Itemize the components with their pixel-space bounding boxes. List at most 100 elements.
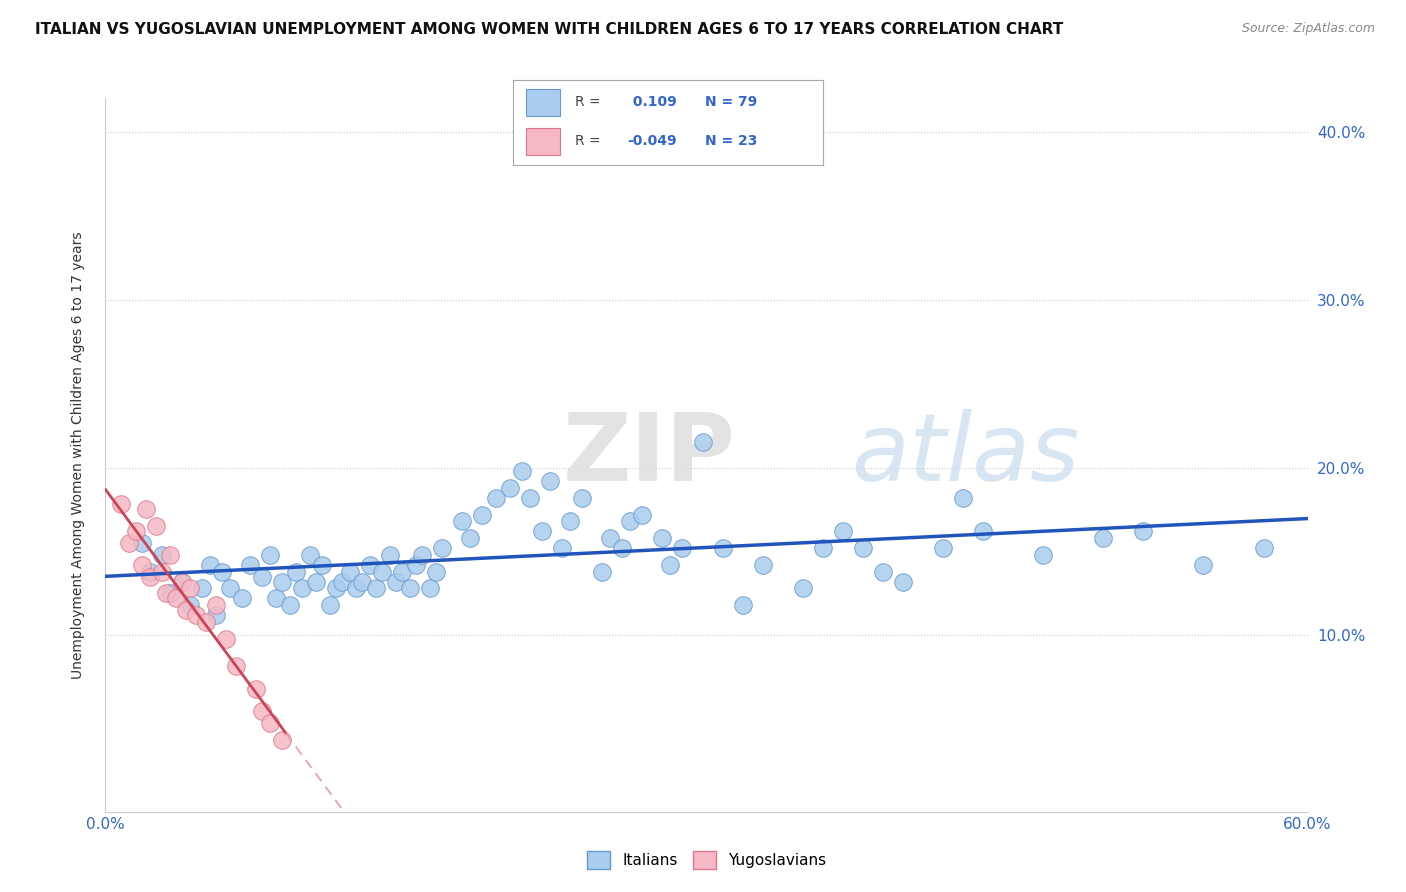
Point (131, 536, 153, 550)
Point (451, 514, 474, 528)
Point (458, 531, 481, 545)
Point (155, 586, 177, 600)
Point (405, 558, 427, 572)
Point (138, 565, 160, 579)
Point (150, 548, 173, 562)
Point (385, 574, 408, 589)
Point (952, 491, 974, 505)
Point (852, 541, 875, 555)
Point (831, 524, 853, 539)
Legend: Italians, Yugoslavians: Italians, Yugoslavians (581, 845, 832, 875)
Point (278, 598, 301, 612)
Point (179, 598, 201, 612)
Point (159, 548, 181, 562)
Point (1132, 524, 1154, 539)
Point (218, 582, 240, 596)
Point (651, 531, 673, 545)
Point (499, 481, 522, 495)
Text: atlas: atlas (851, 409, 1078, 500)
Point (159, 586, 181, 600)
Point (284, 565, 307, 579)
Point (1253, 541, 1275, 555)
Point (591, 565, 613, 579)
Point (245, 682, 267, 697)
Point (204, 598, 226, 612)
Point (211, 565, 233, 579)
Point (399, 582, 422, 596)
Point (359, 558, 381, 572)
Point (1092, 531, 1115, 545)
Point (339, 565, 361, 579)
Point (330, 574, 353, 589)
Point (190, 582, 212, 596)
Text: N = 79: N = 79 (704, 95, 758, 110)
Point (891, 574, 914, 589)
Point (259, 715, 281, 730)
Point (659, 558, 682, 572)
Point (225, 658, 247, 673)
Point (150, 565, 173, 579)
Point (538, 474, 561, 488)
Point (170, 574, 193, 589)
Point (165, 591, 187, 606)
Point (425, 565, 447, 579)
Point (179, 582, 201, 596)
Point (612, 541, 634, 555)
Point (571, 491, 593, 505)
Point (138, 569, 160, 583)
Point (419, 582, 441, 596)
Point (110, 498, 132, 512)
Point (872, 565, 894, 579)
Point (270, 732, 292, 747)
Point (198, 558, 221, 572)
Point (264, 591, 287, 606)
Point (231, 591, 253, 606)
Text: R =: R = (575, 95, 600, 110)
Point (378, 548, 401, 562)
Point (599, 531, 621, 545)
Point (124, 524, 146, 539)
Point (325, 582, 347, 596)
Point (811, 541, 834, 555)
Point (411, 548, 433, 562)
Y-axis label: Unemployment Among Women with Children Ages 6 to 17 years: Unemployment Among Women with Children A… (70, 231, 84, 679)
Point (391, 565, 413, 579)
Point (751, 558, 773, 572)
Point (1192, 558, 1215, 572)
Text: R =: R = (575, 135, 600, 148)
Point (118, 536, 141, 550)
Point (311, 558, 333, 572)
Point (319, 598, 342, 612)
Point (214, 632, 236, 646)
Text: Source: ZipAtlas.com: Source: ZipAtlas.com (1241, 22, 1375, 36)
Point (184, 608, 207, 623)
Point (531, 524, 554, 539)
Point (170, 574, 193, 589)
Point (711, 541, 734, 555)
Point (204, 608, 226, 623)
Point (972, 524, 994, 539)
Point (519, 491, 541, 505)
Point (194, 615, 217, 629)
Point (619, 514, 641, 528)
Point (510, 464, 533, 478)
Point (305, 574, 328, 589)
Point (239, 558, 262, 572)
Point (250, 569, 273, 583)
Point (135, 502, 157, 516)
Text: ITALIAN VS YUGOSLAVIAN UNEMPLOYMENT AMONG WOMEN WITH CHILDREN AGES 6 TO 17 YEARS: ITALIAN VS YUGOSLAVIAN UNEMPLOYMENT AMON… (35, 22, 1063, 37)
Point (259, 548, 281, 562)
Text: ZIP: ZIP (562, 409, 735, 501)
Point (145, 519, 167, 533)
Point (364, 582, 387, 596)
Point (131, 558, 153, 572)
Point (371, 565, 394, 579)
Point (430, 541, 453, 555)
Point (932, 541, 955, 555)
Text: N = 23: N = 23 (704, 135, 758, 148)
Point (551, 541, 574, 555)
Point (298, 548, 321, 562)
Point (485, 491, 508, 505)
Point (671, 541, 693, 555)
Text: -0.049: -0.049 (627, 135, 678, 148)
